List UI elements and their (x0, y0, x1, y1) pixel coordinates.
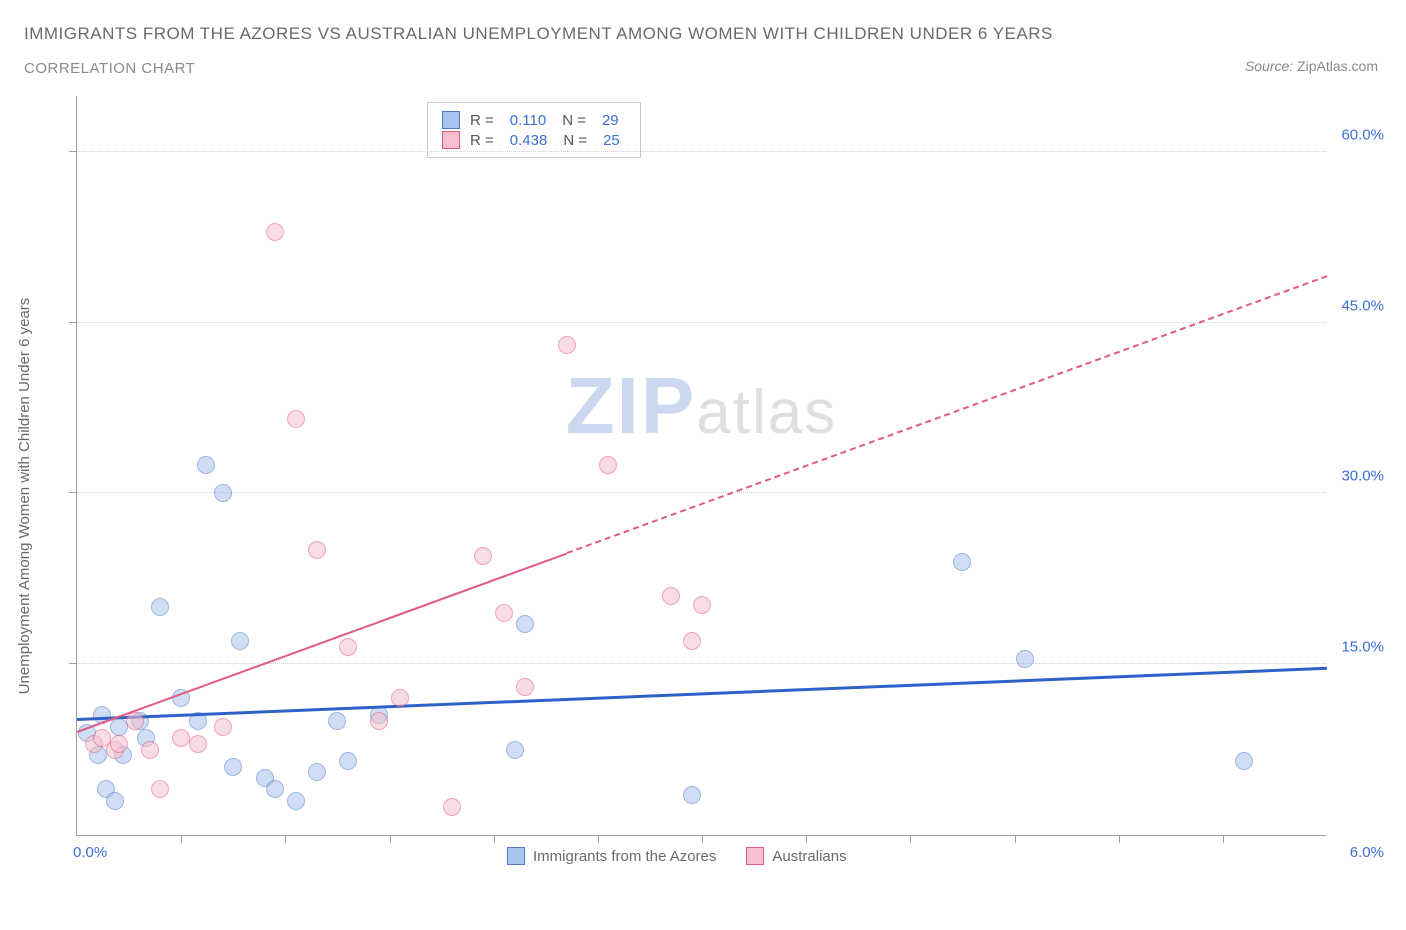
legend-r-label: R = (470, 132, 494, 149)
legend-item: Immigrants from the Azores (507, 847, 716, 865)
watermark-atlas: atlas (696, 378, 837, 447)
y-tick (69, 322, 77, 323)
data-point (495, 604, 513, 622)
data-point (339, 638, 357, 656)
legend-swatch (507, 847, 525, 865)
data-point (214, 718, 232, 736)
trend-line (77, 552, 567, 732)
y-tick-label: 30.0% (1341, 468, 1384, 485)
legend-n-value: 29 (602, 112, 619, 129)
watermark-zip: ZIP (566, 361, 696, 450)
x-tick (1223, 835, 1224, 843)
data-point (308, 763, 326, 781)
legend-r-value: 0.110 (510, 112, 546, 129)
legend-n-label: N = (563, 132, 587, 149)
chart-container: Unemployment Among Women with Children U… (24, 96, 1382, 896)
data-point (443, 798, 461, 816)
data-point (141, 741, 159, 759)
legend-r-value: 0.438 (510, 132, 548, 149)
data-point (953, 553, 971, 571)
legend-swatch (442, 131, 460, 149)
chart-title: IMMIGRANTS FROM THE AZORES VS AUSTRALIAN… (24, 24, 1053, 44)
chart-subtitle: CORRELATION CHART (24, 60, 195, 77)
data-point (370, 712, 388, 730)
correlation-legend: R = 0.110 N = 29 R = 0.438 N = 25 (427, 102, 641, 158)
data-point (287, 792, 305, 810)
y-tick (69, 151, 77, 152)
data-point (516, 615, 534, 633)
trend-line (77, 667, 1327, 721)
gridline (77, 322, 1326, 323)
data-point (683, 632, 701, 650)
x-tick (390, 835, 391, 843)
source-attribution: Source: ZipAtlas.com (1245, 58, 1378, 74)
data-point (151, 598, 169, 616)
data-point (308, 541, 326, 559)
legend-item: Australians (746, 847, 846, 865)
x-tick (702, 835, 703, 843)
x-tick (910, 835, 911, 843)
data-point (683, 786, 701, 804)
x-tick (494, 835, 495, 843)
data-point (339, 752, 357, 770)
y-axis-label: Unemployment Among Women with Children U… (16, 298, 33, 695)
series-legend: Immigrants from the Azores Australians (507, 847, 847, 865)
legend-swatch (746, 847, 764, 865)
data-point (558, 336, 576, 354)
data-point (126, 712, 144, 730)
data-point (599, 456, 617, 474)
data-point (172, 729, 190, 747)
legend-swatch (442, 111, 460, 129)
x-tick (285, 835, 286, 843)
watermark: ZIPatlas (566, 360, 837, 452)
x-tick (806, 835, 807, 843)
data-point (214, 484, 232, 502)
y-tick (69, 663, 77, 664)
data-point (1235, 752, 1253, 770)
data-point (189, 735, 207, 753)
data-point (106, 792, 124, 810)
x-axis-min-label: 0.0% (73, 844, 107, 861)
plot-area: ZIPatlas R =0.110N =29R =0.438N =25 0.0%… (76, 96, 1326, 836)
trend-line (566, 275, 1327, 554)
data-point (516, 678, 534, 696)
data-point (151, 780, 169, 798)
y-tick-label: 60.0% (1341, 126, 1384, 143)
legend-row: R = 0.110 N = 29 (442, 111, 626, 129)
legend-label: Australians (772, 848, 846, 865)
data-point (110, 718, 128, 736)
legend-n-label: N = (562, 112, 586, 129)
legend-r-label: R = (470, 112, 494, 129)
gridline (77, 492, 1326, 493)
data-point (1016, 650, 1034, 668)
legend-label: Immigrants from the Azores (533, 848, 716, 865)
data-point (224, 758, 242, 776)
data-point (391, 689, 409, 707)
data-point (328, 712, 346, 730)
data-point (197, 456, 215, 474)
x-tick (1015, 835, 1016, 843)
x-tick (181, 835, 182, 843)
source-value: ZipAtlas.com (1297, 58, 1378, 74)
x-axis-max-label: 6.0% (1350, 844, 1384, 861)
gridline (77, 151, 1326, 152)
data-point (506, 741, 524, 759)
data-point (662, 587, 680, 605)
data-point (231, 632, 249, 650)
x-tick (598, 835, 599, 843)
data-point (474, 547, 492, 565)
y-tick-label: 45.0% (1341, 297, 1384, 314)
x-tick (1119, 835, 1120, 843)
y-tick-label: 15.0% (1341, 639, 1384, 656)
data-point (287, 410, 305, 428)
legend-n-value: 25 (603, 132, 620, 149)
data-point (110, 735, 128, 753)
data-point (266, 780, 284, 798)
data-point (693, 596, 711, 614)
data-point (266, 223, 284, 241)
y-tick (69, 492, 77, 493)
source-label: Source: (1245, 58, 1293, 74)
legend-row: R = 0.438 N = 25 (442, 131, 626, 149)
